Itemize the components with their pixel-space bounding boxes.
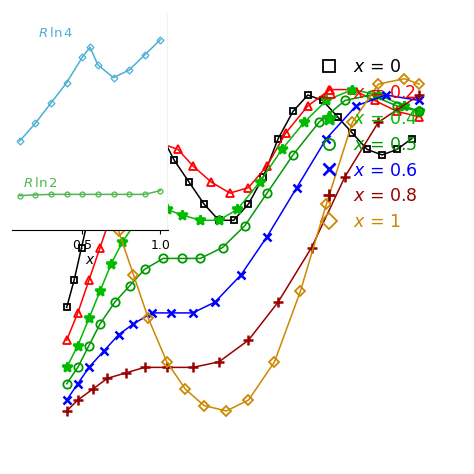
X-axis label: $x$: $x$ <box>85 253 95 267</box>
Text: $R\,\ln 2$: $R\,\ln 2$ <box>23 176 57 190</box>
Text: $R\,\ln 4$: $R\,\ln 4$ <box>38 26 73 40</box>
Legend: $x$ = 0, $x$ = 0.2, $x$ = 0.4, $x$ = 0.5, $x$ = 0.6, $x$ = 0.8, $x$ = 1: $x$ = 0, $x$ = 0.2, $x$ = 0.4, $x$ = 0.5… <box>322 58 418 231</box>
